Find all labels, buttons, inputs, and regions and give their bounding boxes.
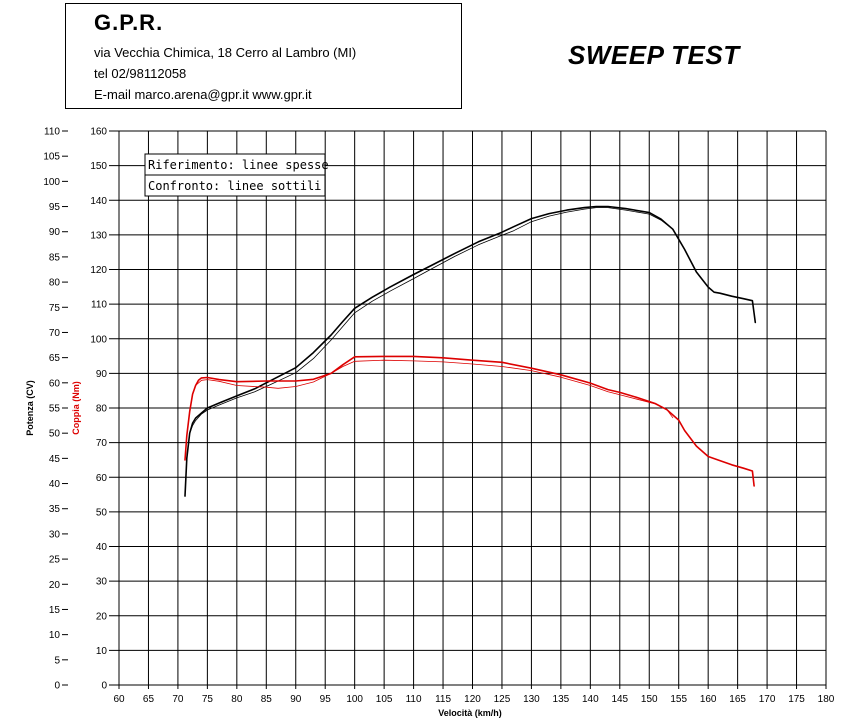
power-tick-label: 80	[49, 278, 61, 289]
x-tick-label: 95	[320, 694, 332, 705]
power-tick-label: 10	[49, 630, 61, 641]
chart-grid	[118, 130, 827, 686]
torque-curve-reference	[184, 355, 755, 487]
x-tick-label: 75	[202, 694, 214, 705]
x-tick-label: 135	[553, 694, 570, 705]
x-tick-label: 65	[143, 694, 155, 705]
power-axis-label: Potenza (CV)	[25, 380, 35, 436]
x-tick-label: 180	[818, 694, 835, 705]
power-tick-label: 45	[49, 454, 61, 465]
company-name: G.P.R.	[94, 10, 164, 35]
power-tick-label: 90	[49, 227, 61, 238]
torque-tick-label: 20	[96, 611, 108, 622]
legend-comparison: Confronto: linee sottili	[148, 179, 321, 193]
x-tick-label: 175	[788, 694, 805, 705]
power-tick-label: 75	[49, 303, 61, 314]
torque-axis-ticks: 0 10 20 30 40 50 60 70 80 90 100 110 120 130 140 150 160	[90, 127, 119, 692]
power-tick-label: 5	[54, 655, 60, 666]
x-tick-label: 80	[231, 694, 243, 705]
torque-tick-label: 60	[96, 473, 108, 484]
power-tick-label: 60	[49, 378, 61, 389]
power-tick-label: 95	[49, 202, 61, 213]
torque-tick-label: 120	[90, 265, 107, 276]
torque-tick-label: 110	[91, 300, 107, 311]
x-tick-label: 120	[464, 694, 481, 705]
x-tick-label: 85	[261, 694, 273, 705]
x-tick-label: 90	[290, 694, 302, 705]
torque-tick-label: 50	[96, 507, 108, 518]
torque-tick-label: 80	[96, 404, 108, 415]
power-curve-comparison	[189, 207, 674, 434]
x-tick-label: 70	[172, 694, 184, 705]
torque-tick-label: 0	[101, 681, 107, 692]
x-tick-label: 160	[700, 694, 717, 705]
power-tick-label: 40	[49, 479, 61, 490]
x-tick-label: 100	[346, 694, 363, 705]
power-tick-label: 0	[54, 681, 60, 692]
x-tick-label: 155	[670, 694, 687, 705]
company-email-web: E-mail marco.arena@gpr.it www.gpr.it	[94, 87, 312, 102]
torque-axis-label: Coppia (Nm)	[71, 381, 81, 435]
legend-box: Riferimento: linee spesse Confronto: lin…	[144, 153, 329, 197]
torque-tick-label: 70	[96, 438, 108, 449]
power-tick-label: 105	[43, 152, 60, 163]
x-tick-label: 165	[729, 694, 746, 705]
x-axis-ticks: 60 65 70 75 80 85 90 95 100 105 110 115 120 125 130 135…	[113, 685, 835, 705]
power-tick-label: 35	[49, 504, 61, 515]
chart-title: SWEEP TEST	[568, 40, 740, 70]
power-axis-ticks: 0 5 10 15 20 25 30 35 40 45 50 55 60 65 70 75 80 85 90 95 10…	[43, 127, 68, 692]
power-tick-label: 70	[49, 328, 61, 339]
x-tick-label: 130	[523, 694, 540, 705]
power-curve-reference	[184, 205, 757, 497]
power-tick-label: 85	[49, 252, 61, 263]
torque-tick-label: 90	[96, 369, 108, 380]
power-tick-label: 20	[49, 580, 61, 591]
company-address: via Vecchia Chimica, 18 Cerro al Lambro …	[94, 45, 357, 60]
x-axis-label: Velocità (km/h)	[438, 708, 502, 718]
power-tick-label: 15	[49, 605, 61, 616]
x-tick-label: 150	[641, 694, 658, 705]
x-tick-label: 145	[611, 694, 628, 705]
torque-curve-comparison	[192, 359, 674, 419]
data-series	[184, 205, 757, 497]
torque-tick-label: 30	[96, 577, 108, 588]
x-tick-label: 105	[376, 694, 393, 705]
x-tick-label: 115	[435, 694, 451, 705]
torque-tick-label: 140	[90, 196, 107, 207]
power-tick-label: 65	[49, 353, 61, 364]
x-tick-label: 110	[406, 694, 422, 705]
power-tick-label: 50	[49, 429, 61, 440]
x-tick-label: 170	[759, 694, 776, 705]
power-tick-label: 55	[49, 404, 61, 415]
torque-tick-label: 130	[90, 230, 107, 241]
torque-tick-label: 160	[90, 127, 107, 138]
x-tick-label: 125	[494, 694, 511, 705]
torque-tick-label: 150	[90, 161, 107, 172]
torque-tick-label: 10	[96, 646, 108, 657]
company-info-box: G.P.R. via Vecchia Chimica, 18 Cerro al …	[65, 3, 462, 109]
power-tick-label: 30	[49, 529, 61, 540]
power-tick-label: 25	[49, 555, 61, 566]
torque-tick-label: 40	[96, 542, 108, 553]
legend-reference: Riferimento: linee spesse	[148, 158, 329, 172]
power-tick-label: 110	[44, 127, 60, 138]
torque-tick-label: 100	[90, 334, 107, 345]
company-phone: tel 02/98112058	[94, 66, 187, 81]
x-tick-label: 140	[582, 694, 599, 705]
power-tick-label: 100	[43, 177, 60, 188]
x-tick-label: 60	[113, 694, 125, 705]
